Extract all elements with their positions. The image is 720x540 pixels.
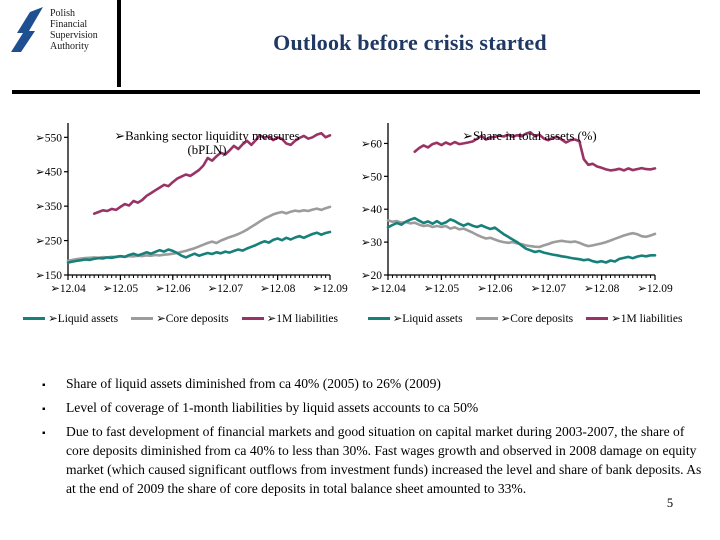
bullet-list: ▪ Share of liquid assets diminished from … <box>42 374 704 501</box>
x-tick-label: ➢12.07 <box>530 283 566 295</box>
legend-line-swatch <box>367 316 390 320</box>
legend-item: ➢Core deposits <box>475 311 574 325</box>
knf-logo-icon <box>11 7 43 52</box>
bullet-text: Level of coverage of 1-month liabilities… <box>66 400 479 415</box>
legend-share-chart: ➢Liquid assets ➢Core deposits ➢1M liabilit… <box>360 311 690 325</box>
x-tick-label: ➢12.05 <box>103 283 139 295</box>
legend-line-swatch <box>241 316 264 320</box>
chart-title: ➢Banking sector liquidity measures <box>114 129 299 143</box>
legend-item: ➢Core deposits <box>131 311 229 325</box>
chart-title: ➢Share in total assets (%) <box>462 129 596 143</box>
x-tick-label: ➢12.09 <box>312 283 348 295</box>
legend-item: ➢1M liabilities <box>241 311 338 325</box>
series-line-core-deposits <box>66 205 332 263</box>
x-tick-label: ➢12.06 <box>155 283 191 295</box>
series-line-liquid-assets <box>66 230 332 264</box>
bullet-text: Share of liquid assets diminished from c… <box>66 376 441 391</box>
y-tick-label: ➢60 <box>361 138 382 150</box>
horizontal-divider <box>12 90 700 94</box>
logo-text-line: Authority <box>50 41 89 52</box>
series-line-core-deposits <box>386 219 657 249</box>
legend-item: ➢Liquid assets <box>367 311 463 325</box>
share-in-total-assets-chart: ➢60 ➢50 ➢40 ➢30 ➢20➢12.04 ➢12.05 ➢12.06 ➢12.07 ➢… <box>361 123 673 295</box>
liquidity-measures-chart: ➢550 ➢450 ➢350 ➢250 ➢150➢12.04 ➢12.05 ➢12.06 ➢1… <box>35 123 348 295</box>
series-line-1m-liabilities <box>413 130 657 172</box>
legend-line-swatch <box>131 316 154 320</box>
bullet-text: Due to fast development of financial mar… <box>66 424 702 496</box>
logo-text-line: Financial <box>50 19 88 30</box>
x-tick-label: ➢12.05 <box>424 283 460 295</box>
square-bullet-icon: ▪ <box>42 428 46 439</box>
y-tick-label: ➢550 <box>35 132 62 144</box>
legend-line-swatch <box>475 316 498 320</box>
legend-liquidity-chart: ➢Liquid assets ➢Core deposits ➢1M liabilit… <box>23 311 338 325</box>
x-tick-label: ➢12.04 <box>370 283 406 295</box>
legend-item: ➢Liquid assets <box>23 311 118 325</box>
logo-text-line: Supervision <box>50 30 98 41</box>
x-tick-label: ➢12.04 <box>50 283 86 295</box>
square-bullet-icon: ▪ <box>42 380 46 391</box>
x-tick-label: ➢12.08 <box>584 283 620 295</box>
legend-label: ➢Liquid assets <box>48 313 119 325</box>
legend-label: ➢1M liabilities <box>611 313 683 325</box>
chart-subtitle: (bPLN) <box>187 143 226 157</box>
y-tick-label: ➢450 <box>35 167 62 179</box>
logo-text: Polish Financial Supervision Authority <box>50 8 98 52</box>
legend-line-swatch <box>586 316 609 320</box>
legend-line-swatch <box>23 316 46 320</box>
x-tick-label: ➢12.09 <box>637 283 673 295</box>
series-line-1m-liabilities <box>92 131 332 215</box>
bullet-item: ▪ Share of liquid assets diminished from … <box>42 374 704 395</box>
y-tick-label: ➢250 <box>35 236 62 248</box>
legend-label: ➢1M liabilities <box>266 313 338 325</box>
bullet-item: ▪ Level of coverage of 1-month liabilitie… <box>42 398 704 419</box>
x-tick-label: ➢12.06 <box>477 283 513 295</box>
legend-item: ➢1M liabilities <box>586 311 682 325</box>
x-tick-label: ➢12.08 <box>260 283 296 295</box>
legend-label: ➢Core deposits <box>500 313 574 325</box>
y-tick-label: ➢50 <box>361 171 382 183</box>
bullet-item: ▪ Due to fast development of financial ma… <box>42 422 704 498</box>
legend-label: ➢Liquid assets <box>392 313 463 325</box>
y-tick-label: ➢20 <box>361 270 382 282</box>
y-tick-label: ➢150 <box>35 270 62 282</box>
vertical-divider <box>117 0 121 87</box>
logo-text-line: Polish <box>50 8 76 19</box>
page-number: 5 <box>666 496 674 510</box>
page-title: Outlook before crisis started <box>273 30 547 55</box>
y-tick-label: ➢350 <box>35 201 62 213</box>
series-line-liquid-assets <box>386 216 657 264</box>
y-tick-label: ➢30 <box>361 237 382 249</box>
x-tick-label: ➢12.07 <box>207 283 243 295</box>
legend-label: ➢Core deposits <box>156 313 229 325</box>
square-bullet-icon: ▪ <box>42 404 46 415</box>
y-tick-label: ➢40 <box>361 204 382 216</box>
